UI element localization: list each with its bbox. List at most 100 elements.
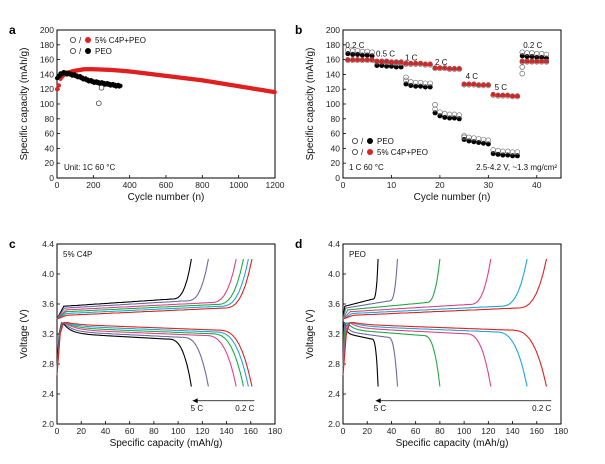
x-tick-label-d: 160 — [530, 426, 544, 436]
x-tick-label-a: 400 — [123, 180, 137, 190]
panel-label-a: a — [9, 23, 16, 37]
marker-peo — [364, 52, 370, 58]
y-tick-label-d: 3.6 — [328, 299, 340, 309]
x-tick-label-c: 180 — [268, 426, 282, 436]
marker-transition-outlier — [461, 134, 467, 141]
marker-peo — [524, 54, 530, 60]
marker-peo — [539, 54, 545, 60]
marker-peo — [519, 53, 525, 59]
x-tick-label-d: 0 — [341, 426, 346, 436]
marker-peo — [437, 113, 443, 119]
marker-peo — [471, 139, 477, 145]
panel-label-b: b — [295, 23, 302, 37]
marker-peo — [398, 64, 404, 70]
curve-5C-discharge — [342, 321, 379, 387]
x-tick-label-b: 30 — [484, 180, 494, 190]
marker-outlier — [95, 100, 102, 107]
marker-peo — [374, 63, 380, 69]
marker-open-peo — [456, 112, 462, 118]
curve-5C-charge — [56, 258, 192, 320]
marker-peo — [451, 115, 457, 121]
x-tick-label-d: 60 — [411, 426, 421, 436]
marker-peo — [490, 151, 496, 157]
y-tick-label-b: 60 — [331, 129, 341, 139]
marker-peo — [379, 63, 385, 69]
marker-peo — [408, 83, 414, 88]
marker-peo — [345, 51, 351, 57]
marker-peo — [427, 84, 433, 90]
y-tick-label-d: 2.0 — [328, 419, 340, 429]
y-axis-label-a: Specific capacity (mAh/g) — [19, 48, 30, 161]
x-tick-label-d: 140 — [505, 426, 519, 436]
marker-transition-outlier — [519, 64, 525, 70]
x-tick-label-a: 0 — [55, 180, 60, 190]
y-tick-label-b: 80 — [331, 114, 341, 124]
legend-marker-open-b — [351, 148, 358, 155]
x-tick-label-a: 600 — [159, 180, 173, 190]
legend-separator-b: / — [361, 148, 364, 157]
curve-02C-discharge — [342, 321, 548, 387]
x-axis-label-d: Specific capacity (mAh/g) — [396, 438, 509, 449]
rate-arrow-from-label-c: 5 C — [191, 404, 204, 413]
marker-transition-outlier — [403, 74, 409, 81]
marker-open-peo — [437, 109, 443, 115]
marker-outlier — [98, 84, 105, 91]
y-tick-label-b: 100 — [326, 99, 340, 109]
y-tick-label-b: 40 — [331, 143, 341, 153]
marker-open-peo — [485, 137, 492, 143]
y-tick-label-c: 2.0 — [42, 419, 54, 429]
x-tick-label-d: 120 — [481, 426, 495, 436]
marker-peo — [418, 83, 424, 89]
y-tick-label-a: 0 — [49, 173, 54, 183]
rate-arrow-to-label-c: 0.2 C — [235, 404, 254, 413]
x-tick-label-a: 1000 — [229, 180, 248, 190]
legend-label-b: 5% C4P+PEO — [377, 148, 428, 157]
x-tick-label-d: 20 — [362, 426, 372, 436]
marker-open-peo — [461, 133, 467, 139]
marker-peo — [118, 83, 123, 88]
curve-4C-charge — [342, 258, 399, 320]
y-axis-label-b: Specific capacity (mAh/g) — [305, 48, 316, 161]
x-tick-label-d: 180 — [554, 426, 568, 436]
y-tick-label-b: 180 — [326, 40, 340, 50]
y-tick-label-d: 4.4 — [328, 239, 340, 249]
legend-marker-filled-b — [367, 138, 373, 144]
marker-peo — [456, 116, 462, 122]
curve-4C-discharge — [342, 321, 399, 387]
legend-label-a: 5% C4P+PEO — [95, 36, 146, 45]
annotation-conditions-b: 1 C 60 °C — [349, 163, 384, 172]
x-tick-label-a: 1200 — [266, 180, 285, 190]
curve-2C-discharge — [56, 322, 237, 387]
legend-marker-open-b — [351, 137, 358, 144]
marker-open-5pct-c4p-peo — [485, 82, 492, 89]
x-tick-label-b: 40 — [532, 180, 542, 190]
marker-peo — [510, 153, 516, 159]
x-tick-label-d: 40 — [387, 426, 397, 436]
marker-open-peo — [403, 77, 409, 84]
x-axis-label-b: Cycle number (n) — [414, 192, 491, 203]
y-tick-label-a: 80 — [45, 114, 55, 124]
x-tick-label-b: 20 — [435, 180, 445, 190]
marker-peo — [432, 110, 438, 116]
marker-5pct-c4p-peo — [272, 89, 277, 95]
x-tick-label-c: 20 — [76, 426, 86, 436]
legend-marker-filled-a — [85, 37, 91, 43]
y-tick-label-b: 160 — [326, 55, 340, 65]
curve-05C-charge — [342, 258, 528, 320]
legend-label-a: PEO — [95, 47, 112, 56]
curve-1C-discharge — [56, 322, 245, 387]
x-tick-label-c: 80 — [149, 426, 159, 436]
curve-4C-charge — [56, 258, 209, 320]
marker-peo — [393, 64, 399, 70]
y-tick-label-b: 120 — [326, 84, 340, 94]
curve-2C-discharge — [342, 322, 441, 387]
x-tick-label-c: 40 — [101, 426, 111, 436]
x-tick-label-c: 0 — [55, 426, 60, 436]
panel-title-d: PEO — [349, 250, 366, 259]
rate-arrow-to-label-d: 0.2 C — [532, 404, 551, 413]
rate-label: 0.5 C — [376, 50, 395, 59]
marker-peo — [384, 63, 390, 69]
x-axis-label-a: Cycle number (n) — [128, 192, 205, 203]
marker-peo — [388, 63, 394, 69]
x-tick-label-c: 120 — [195, 426, 209, 436]
